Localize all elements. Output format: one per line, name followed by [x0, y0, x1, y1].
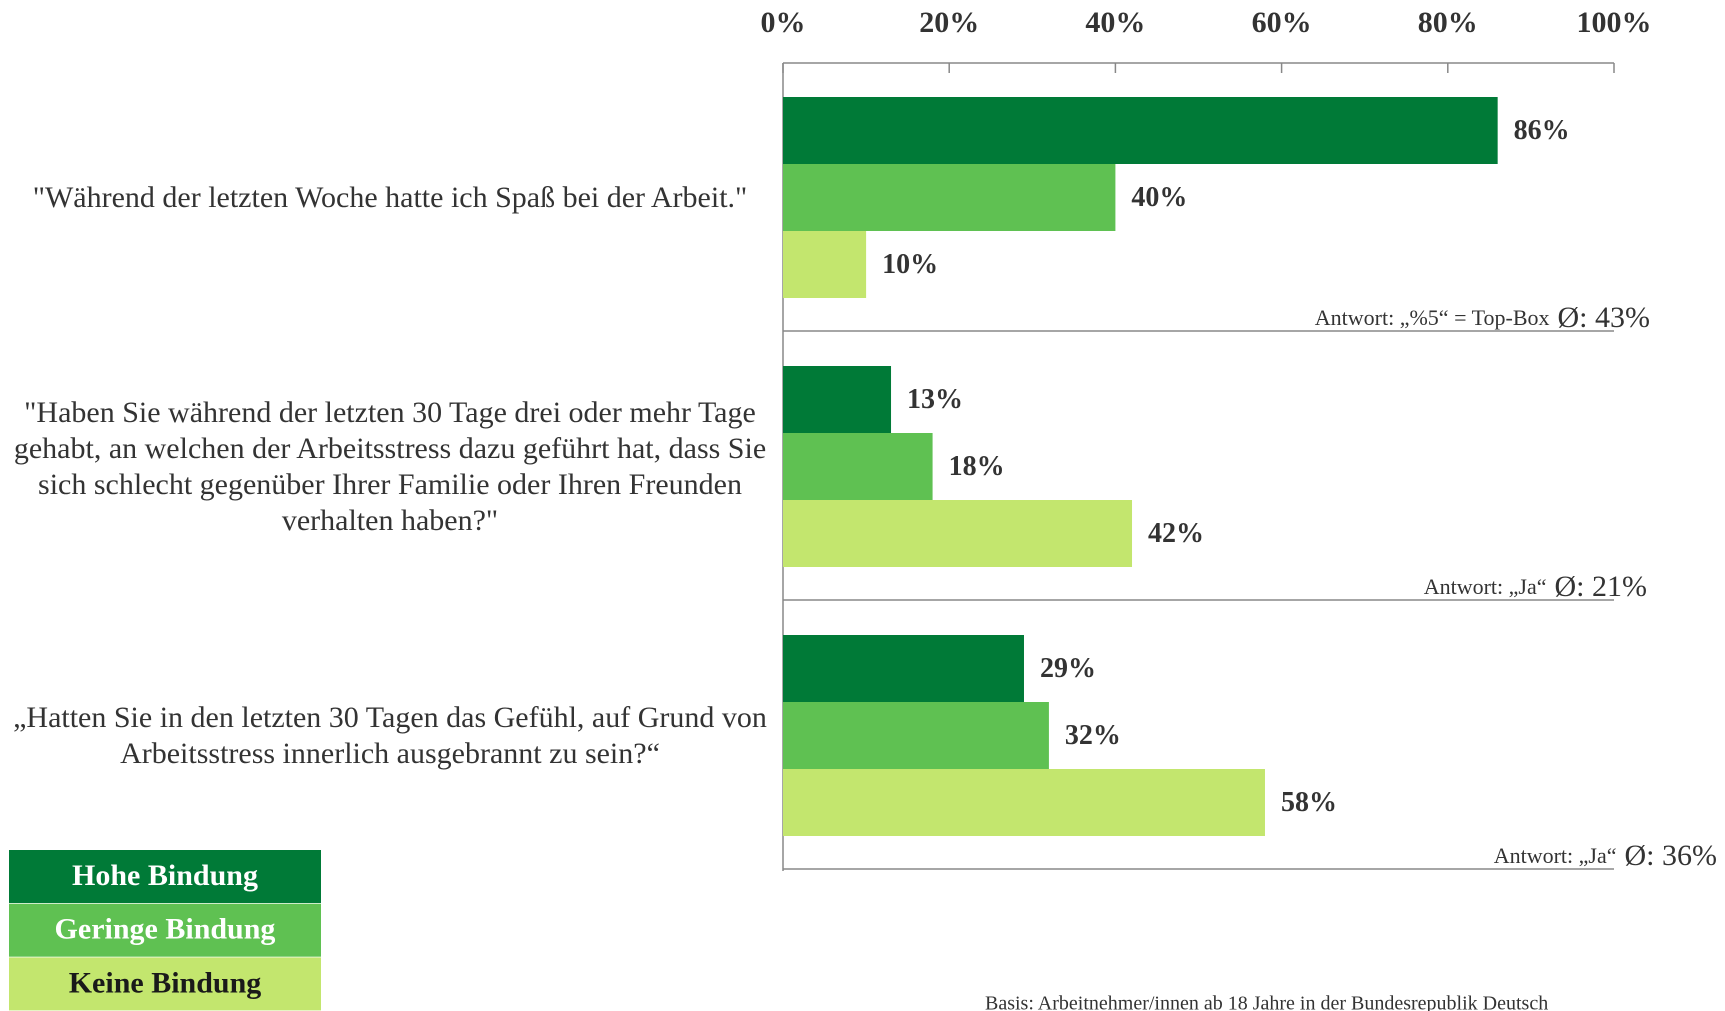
annotation-note: Antwort: „Ja“ — [1424, 574, 1547, 599]
x-tick-label: 80% — [1418, 6, 1478, 39]
legend-swatch — [9, 903, 321, 957]
value-label: 40% — [1131, 182, 1187, 213]
value-label: 29% — [1040, 653, 1096, 684]
bar — [783, 97, 1498, 164]
value-label: 13% — [907, 384, 963, 415]
annotation-mean: Ø: 43% — [1558, 301, 1651, 334]
bar — [783, 433, 933, 500]
bar — [783, 635, 1024, 702]
category-label: „Hatten Sie in den letzten 30 Tagen das … — [13, 700, 767, 770]
bar — [783, 500, 1133, 567]
category-label-box: „Hatten Sie in den letzten 30 Tagen das … — [13, 700, 767, 770]
legend-label: Hohe Bindung — [72, 859, 258, 892]
legend-swatch — [9, 850, 321, 903]
value-label: 58% — [1281, 787, 1337, 818]
footnote: Basis: Arbeitnehmer/innen ab 18 Jahre in… — [985, 993, 1548, 1011]
category-label: "Haben Sie während der letzten 30 Tage d… — [13, 395, 767, 537]
annotation: Antwort: „Ja“ Ø: 36% — [1494, 839, 1717, 872]
x-tick-label: 0% — [761, 6, 806, 39]
legend-label: Geringe Bindung — [55, 913, 276, 946]
annotation-mean: Ø: 36% — [1625, 839, 1718, 872]
bar — [783, 769, 1265, 836]
annotation: Antwort: „%5“ = Top-Box Ø: 43% — [1315, 301, 1650, 334]
category-label-box: "Haben Sie während der letzten 30 Tage d… — [13, 395, 767, 537]
category-label: "Während der letzten Woche hatte ich Spa… — [32, 180, 748, 214]
x-tick-label: 40% — [1085, 6, 1145, 39]
annotation: Antwort: „Ja“ Ø: 21% — [1424, 570, 1647, 603]
value-label: 10% — [882, 249, 938, 280]
bar — [783, 702, 1049, 769]
value-label: 42% — [1148, 518, 1204, 549]
x-tick-label: 20% — [919, 6, 979, 39]
bar — [783, 164, 1116, 231]
bar — [783, 366, 892, 433]
value-label: 32% — [1065, 720, 1121, 751]
x-tick-label: 60% — [1252, 6, 1312, 39]
value-label: 18% — [949, 451, 1005, 482]
category-label-box: "Während der letzten Woche hatte ich Spa… — [32, 180, 748, 214]
x-tick-label: 100% — [1577, 6, 1652, 39]
bar — [783, 231, 867, 298]
legend-swatch — [9, 957, 321, 1011]
value-label: 86% — [1514, 115, 1570, 146]
annotation-note: Antwort: „Ja“ — [1494, 843, 1617, 868]
legend-label: Keine Bindung — [69, 966, 262, 999]
annotation-note: Antwort: „%5“ = Top-Box — [1315, 305, 1550, 330]
annotation-mean: Ø: 21% — [1555, 570, 1648, 603]
